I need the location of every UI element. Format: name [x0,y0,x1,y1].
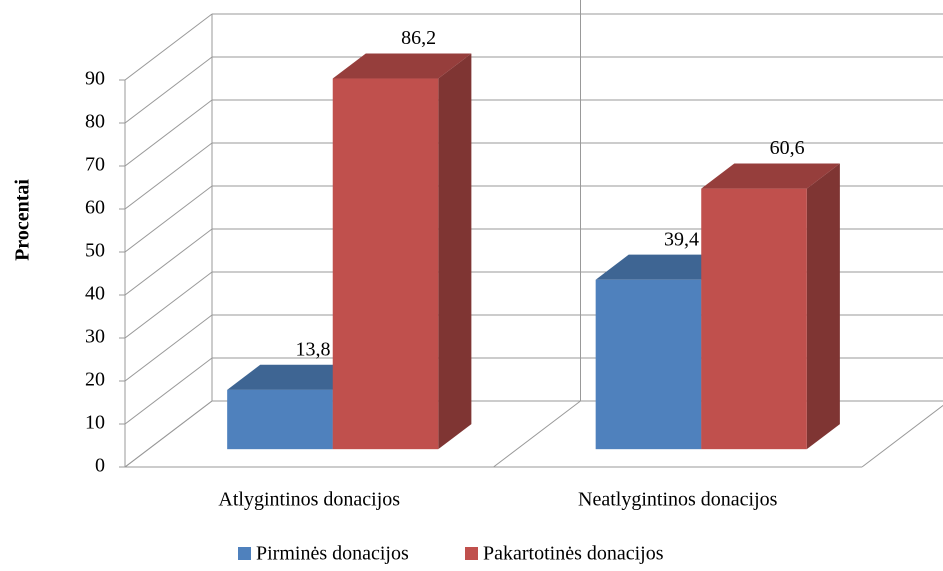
value-label: 60,6 [770,137,805,159]
bar-top [227,364,366,390]
bar [701,188,807,450]
bar [595,279,702,450]
floor-line [493,400,581,468]
x-tick-label: Atlygintinos donacijos [218,489,400,511]
value-label: 13,8 [296,338,331,360]
y-tick-label: 30 [85,326,105,348]
floor-line [861,404,943,468]
grid-line [124,400,213,468]
y-tick-label: 10 [85,412,105,434]
grid-line [124,13,213,81]
legend-label: Pakartotinės donacijos [483,543,664,565]
bar-side [806,163,840,450]
bar [332,78,439,450]
y-axis-title: Procentai [12,179,34,261]
y-tick-label: 0 [95,455,105,477]
grid-line [124,271,213,339]
bar-side [438,53,472,450]
value-label: 86,2 [401,27,436,49]
legend-swatch [238,547,251,560]
grid-line [124,185,213,253]
legend-swatch [465,547,478,560]
y-tick-label: 80 [85,111,105,133]
bar-top [332,53,472,79]
grid-line [124,228,213,296]
grid-line [124,99,213,167]
bar-top [701,163,840,189]
y-tick-label: 20 [85,369,105,391]
grid-line [124,56,213,124]
y-tick-label: 60 [85,197,105,219]
y-tick-label: 70 [85,154,105,176]
grid-line [124,357,213,425]
y-tick-label: 50 [85,240,105,262]
grid-line [124,142,213,210]
bar-top [595,254,735,280]
y-tick-label: 40 [85,283,105,305]
legend-label: Pirminės donacijos [256,543,409,565]
x-tick-label: Neatlygintinos donacijos [578,489,778,511]
grid-line [124,314,213,382]
y-tick-label: 90 [85,68,105,90]
bar [227,389,333,450]
value-label: 39,4 [664,228,699,250]
